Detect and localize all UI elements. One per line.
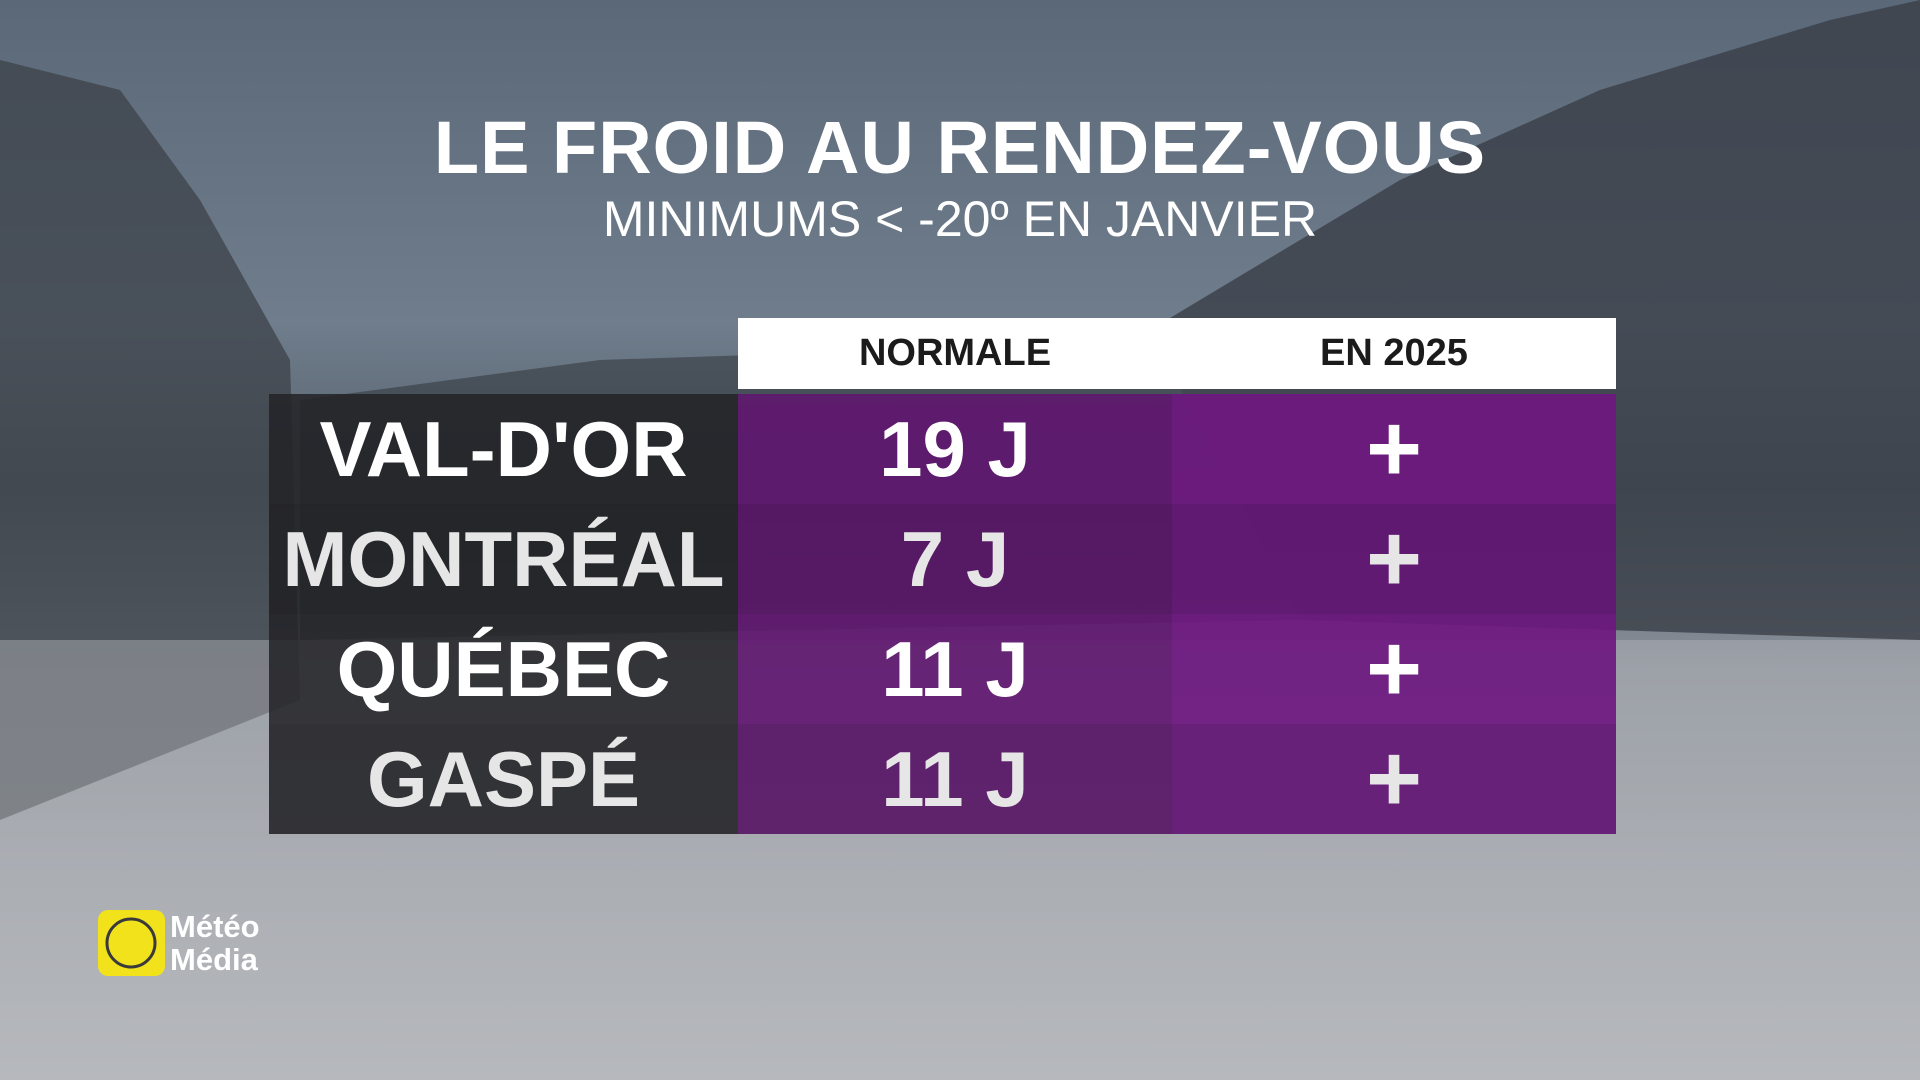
city-name: MONTRÉAL (269, 504, 738, 614)
subtitle: MINIMUMS < -20º EN JANVIER (602, 191, 1318, 247)
city-name: VAL-D'OR (269, 394, 738, 504)
year-indicator: + (1172, 504, 1616, 614)
normal-days: 7 J (738, 504, 1172, 614)
year-indicator: + (1172, 724, 1616, 834)
normal-days: 11 J (738, 724, 1172, 834)
logo-line: Média (170, 942, 258, 977)
city-name: QUÉBEC (269, 614, 738, 724)
logo-text: Météo Média (170, 910, 260, 976)
title: LE FROID AU RENDEZ-VOUS (433, 106, 1487, 189)
logo-globe (105, 917, 157, 969)
normal-days: 19 J (738, 394, 1172, 504)
year-indicator: + (1172, 614, 1616, 724)
year-indicator: + (1172, 394, 1616, 504)
normal-days: 11 J (738, 614, 1172, 724)
logo-line: Météo (170, 909, 260, 944)
column-header: EN 2025 (1172, 318, 1616, 389)
column-header: NORMALE (738, 318, 1172, 389)
city-name: GASPÉ (269, 724, 738, 834)
